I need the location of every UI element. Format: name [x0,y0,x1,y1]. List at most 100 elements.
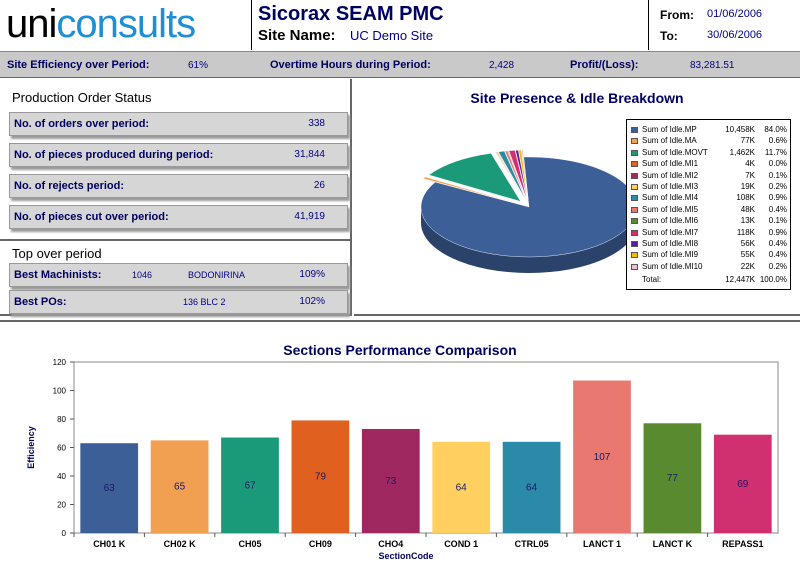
to-label: To: [660,29,678,43]
legend-swatch [631,241,638,247]
best-pos-label: Best POs: [14,296,67,308]
legend-swatch [631,149,638,156]
pie-slice [420,156,638,258]
pie-slice [498,150,527,201]
from-date: 01/06/2006 [707,8,763,20]
legend-name: Sum of Idle.MI2 [642,170,699,180]
orders-kpi: No. of orders over period: 338 [9,112,348,136]
site-efficiency-label: Site Efficiency over Period: [7,59,150,71]
best-pos-kpi: Best POs: 136 BLC 2 102% [9,290,348,314]
legend-percent: 0.9% [768,193,787,203]
legend-name: Sum of Idle.MI4 [642,193,699,203]
legend-value: 1,462K [729,147,755,157]
legend-value: 4K [745,159,755,169]
legend-percent: 0.6% [768,136,787,146]
legend-name: Sum of Idle.MP [642,125,697,134]
legend-name: Sum of Idle.MI1 [642,159,699,169]
from-label: From: [660,8,694,22]
legend-value: 56K [740,239,755,248]
overtime-hours-label: Overtime Hours during Period: [270,59,431,71]
bar [432,441,491,533]
legend-percent: 0.4% [768,250,787,260]
bar-chart: 0 20 40 60 80 100 120 63 CH01 K 65 CH02 K 67 CH05 79 C… [26,358,779,561]
bar [150,440,209,533]
legend-value: 13K [740,216,755,226]
legend-name: Sum of Idle.MI6 [642,216,699,226]
legend-percent: 0.2% [768,182,787,191]
rejects-label: No. of rejects period: [14,180,125,192]
legend-value: 10,458K [725,125,755,134]
legend-percent: 0.9% [768,227,787,237]
site-name-value: UC Demo Site [350,28,434,43]
legend-value: 7K [745,170,755,180]
header: uniconsults Sicorax SEAM PMC Site Name: … [0,0,800,50]
sections-performance-panel: Sections Performance Comparison 0 20 40 60 8… [0,320,800,583]
legend-value: 118K [736,227,755,237]
pie-slice [422,176,518,204]
y-tick-label: 80 [57,415,66,424]
legend-value: 108K [736,193,755,203]
pie-slice [508,150,528,201]
bar-value-label: 64 [526,482,538,493]
legend-percent: 0.1% [768,170,787,180]
production-order-panel: Production Order Status No. of orders ov… [0,79,352,316]
header-divider-right [648,0,649,50]
legend-percent: 84.0% [764,125,787,134]
legend-swatch [631,263,638,270]
legend-name: Sum of Idle.MI8 [642,239,699,248]
legend-swatch [631,195,638,202]
legend-value: 22K [740,261,755,271]
legend-swatch [631,161,638,168]
bar-value-label: 73 [385,476,397,487]
legend-percent: 0.2% [768,261,787,271]
logo-consults-text: consults [56,2,196,46]
legend-name: Sum of Idle.MI10 [642,261,703,271]
best-machinists-name: BODONIRINA [188,270,246,280]
bar-value-label: 67 [244,480,256,491]
app-title: Sicorax SEAM PMC [258,3,444,25]
to-date: 30/06/2006 [707,29,763,41]
legend-percent: 11.7% [764,147,787,157]
bar [573,380,631,533]
bar-value-label: 77 [667,473,679,484]
legend-name: Sum of Idle.MI7 [642,227,699,237]
pie-slice [507,150,527,201]
x-tick-label: CTRL05 [515,539,549,549]
bar [361,428,420,533]
site-name-label: Site Name: [258,27,336,44]
best-machinists-kpi: Best Machinists: 1046 BODONIRINA 109% [9,263,348,287]
legend-value: 19K [740,182,755,191]
pie-slice-side [421,207,637,273]
y-tick-label: 0 [62,529,67,538]
production-order-title: Production Order Status [12,90,152,105]
y-tick-label: 20 [57,501,66,510]
header-divider-left [251,0,252,50]
pieces-cut-kpi: No. of pieces cut over period: 41,919 [9,205,348,229]
legend-name: Sum of Idle.MI3 [642,182,699,191]
summary-bar: Site Efficiency over Period: 61% Overtim… [0,51,800,78]
pieces-cut-value: 41,919 [294,211,325,222]
legend-value: 77K [740,136,755,146]
y-tick-label: 60 [57,444,66,453]
orders-value: 338 [308,118,325,129]
pie-slice [428,153,522,202]
bar-value-label: 64 [456,482,468,493]
best-pos-name: 136 BLC 2 [183,297,226,307]
x-tick-label: REPASS1 [722,539,763,549]
production-divider [0,239,352,241]
legend-value: 55K [740,250,755,260]
pie-slice [515,150,528,201]
profit-loss-value: 83,281.51 [690,60,735,71]
pie-slice [518,149,529,201]
legend-value: 48K [740,204,755,214]
pieces-cut-label: No. of pieces cut over period: [14,211,169,223]
bar [713,434,772,533]
uniconsults-logo: uniconsults [6,0,196,50]
bar-chart-title: Sections Performance Comparison [283,342,517,358]
legend-percent: 0.0% [768,159,787,169]
pieces-produced-value: 31,844 [294,149,325,160]
bar [291,420,350,533]
best-pos-value: 102% [299,296,325,307]
top-over-period-title: Top over period [12,246,102,261]
site-efficiency-value: 61% [188,60,209,71]
